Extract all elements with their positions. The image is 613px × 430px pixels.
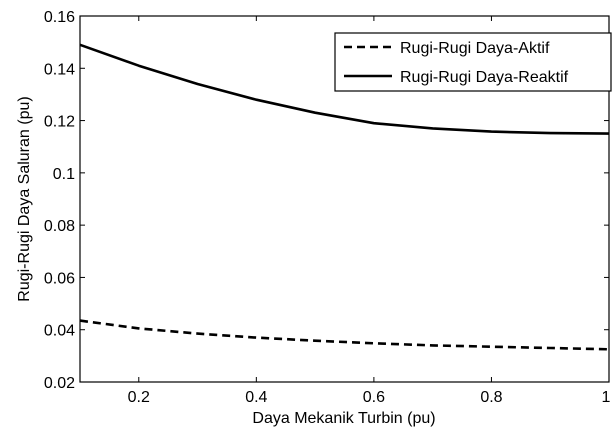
y-tick-label: 0.04 (44, 323, 75, 340)
series-layer (79, 43, 610, 351)
y-tick-label: 0.12 (44, 114, 75, 131)
x-tick-label: 0.2 (128, 389, 150, 406)
legend: Rugi-Rugi Daya-Aktif Rugi-Rugi Daya-Reak… (334, 32, 612, 92)
legend-label-aktif: Rugi-Rugi Daya-Aktif (400, 40, 550, 57)
y-tick-label: 0.02 (44, 375, 75, 392)
x-axis-label: Daya Mekanik Turbin (pu) (252, 410, 435, 427)
y-tick-label: 0.08 (44, 218, 75, 235)
x-tick-label: 0.6 (363, 389, 385, 406)
legend-box (334, 32, 612, 92)
x-tick-label: 0.4 (245, 389, 267, 406)
plot-area-frame (79, 15, 610, 383)
y-tick-label: 0.06 (44, 270, 75, 287)
series-line-reaktif (79, 43, 610, 135)
x-tick-label: 1 (602, 389, 611, 406)
axes: 0.2 0.4 0.6 0.8 1 0.02 0.04 0.06 0.08 0.1 0.12 0.14… (44, 9, 611, 406)
x-tick-label: 0.8 (480, 389, 502, 406)
y-tick-label: 0.1 (53, 166, 75, 183)
y-tick-label: 0.14 (44, 61, 75, 78)
legend-label-reaktif: Rugi-Rugi Daya-Reaktif (400, 69, 569, 86)
y-axis-label: Rugi-Rugi Daya Saluran (pu) (16, 96, 33, 301)
series-line-aktif (79, 319, 610, 351)
y-tick-label: 0.16 (44, 9, 75, 26)
